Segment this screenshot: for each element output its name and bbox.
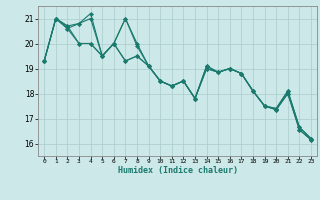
- X-axis label: Humidex (Indice chaleur): Humidex (Indice chaleur): [118, 166, 238, 175]
